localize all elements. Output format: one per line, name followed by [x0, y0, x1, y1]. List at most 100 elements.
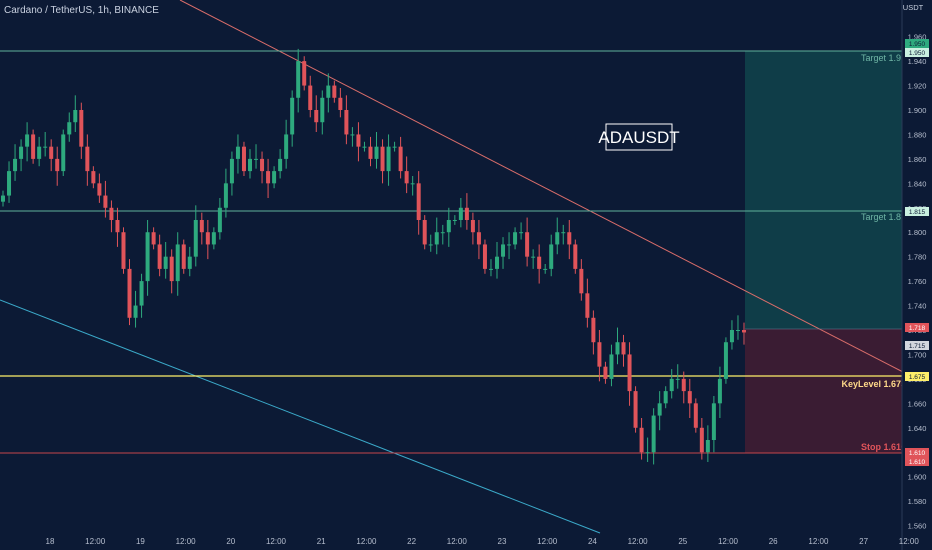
- candle-body: [272, 171, 277, 184]
- x-tick-label: 12:00: [808, 537, 829, 546]
- target1-label: Target 1.95: [861, 53, 906, 63]
- candle-body: [386, 146, 391, 172]
- candle-body: [326, 85, 331, 98]
- candle-body: [567, 232, 572, 245]
- target-zone: [745, 51, 902, 329]
- candle-body: [717, 378, 722, 404]
- candle-body: [25, 134, 30, 147]
- y-tick-label: 1.920: [908, 82, 927, 91]
- candle-body: [169, 256, 174, 282]
- y-tick-label: 1.560: [908, 522, 927, 531]
- tag-entry-bg: [905, 323, 929, 332]
- candle-body: [344, 110, 349, 135]
- candle-body: [320, 97, 325, 123]
- candle-body: [627, 354, 632, 392]
- candle-body: [434, 232, 439, 245]
- x-tick-label: 12:00: [447, 537, 468, 546]
- candle-body: [199, 220, 204, 233]
- candle-body: [332, 85, 337, 98]
- candle-body: [314, 110, 319, 123]
- y-tick-label: 1.960: [908, 33, 927, 42]
- candle-body: [85, 146, 90, 172]
- candle-body: [302, 61, 307, 86]
- candle-body: [735, 330, 740, 331]
- y-tick-label: 1.840: [908, 179, 927, 188]
- candle-body: [705, 440, 710, 453]
- candle-body: [711, 403, 716, 440]
- candle-body: [470, 220, 475, 233]
- y-tick-label: 1.900: [908, 106, 927, 115]
- candle-body: [446, 220, 451, 233]
- candle-body: [603, 366, 608, 379]
- candle-body: [139, 281, 144, 306]
- x-tick-label: 19: [136, 537, 145, 546]
- x-axis-ticks: 18 12:00 19 12:00 20 12:00 21 12:00 22 12:00 23 12:…: [46, 537, 920, 546]
- candle-body: [621, 342, 626, 355]
- candle-body: [501, 244, 506, 257]
- candle-body: [663, 391, 668, 404]
- channel-upper-line: [179, 0, 906, 374]
- candle-body: [681, 378, 686, 392]
- x-tick-label: 12:00: [266, 537, 287, 546]
- y-tick-label: 1.740: [908, 302, 927, 311]
- candle-body: [97, 183, 102, 196]
- target2-label: Target 1.82: [861, 212, 906, 222]
- x-tick-label: 20: [226, 537, 235, 546]
- candle-body: [651, 415, 656, 453]
- x-tick-label: 22: [407, 537, 416, 546]
- x-tick-label: 12:00: [718, 537, 739, 546]
- y-tick-label: 1.860: [908, 155, 927, 164]
- candle-body: [193, 220, 198, 257]
- x-tick-label: 18: [46, 537, 55, 546]
- candle-body: [723, 342, 728, 379]
- candle-body: [669, 378, 674, 392]
- candle-body: [145, 232, 150, 282]
- tag-entry2: 1.715: [909, 343, 926, 350]
- candle-body: [440, 232, 445, 234]
- candle-body: [133, 305, 138, 318]
- candle-body: [543, 268, 548, 270]
- candle-body: [211, 232, 216, 245]
- candle-body: [380, 146, 385, 172]
- tag-stop2-bg: [905, 457, 929, 466]
- y-tick-label: 1.780: [908, 253, 927, 262]
- stop-label: Stop 1.610: [861, 442, 906, 452]
- channel-lower-line: [0, 299, 601, 534]
- symbol-box-text: ADAUSDT: [598, 128, 679, 147]
- tag-stop-bg: [905, 448, 929, 457]
- tag-entry2-bg: [905, 341, 929, 350]
- candle-body: [742, 330, 746, 333]
- candle-body: [561, 232, 566, 234]
- candle-body: [296, 61, 301, 98]
- candle-body: [356, 134, 361, 147]
- candle-body: [103, 195, 108, 208]
- candle-body: [241, 146, 246, 172]
- tag-target1-bg: [905, 39, 929, 48]
- candle-body: [537, 256, 542, 269]
- tag-keylevel: 1.675: [909, 374, 926, 381]
- candle-body: [217, 207, 222, 233]
- y-tick-label: 1.800: [908, 228, 927, 237]
- candle-body: [248, 158, 252, 172]
- candle-body: [675, 378, 680, 380]
- candle-body: [507, 244, 512, 246]
- x-tick-label: 12:00: [356, 537, 377, 546]
- x-tick-label: 25: [678, 537, 687, 546]
- candle-body: [404, 171, 409, 184]
- y-tick-label: 1.600: [908, 473, 927, 482]
- tag-target2: 1.815: [909, 209, 926, 216]
- candles: [1, 48, 746, 465]
- candle-body: [422, 220, 427, 245]
- candle-body: [205, 232, 210, 245]
- candle-body: [338, 97, 343, 110]
- candle-body: [368, 146, 373, 159]
- candle-body: [43, 146, 48, 148]
- candle-body: [374, 146, 379, 159]
- candle-body: [519, 232, 524, 234]
- candle-body: [223, 183, 228, 208]
- x-tick-label: 21: [317, 537, 326, 546]
- candle-body: [729, 330, 734, 343]
- candle-body: [55, 158, 60, 172]
- candle-body: [284, 134, 289, 159]
